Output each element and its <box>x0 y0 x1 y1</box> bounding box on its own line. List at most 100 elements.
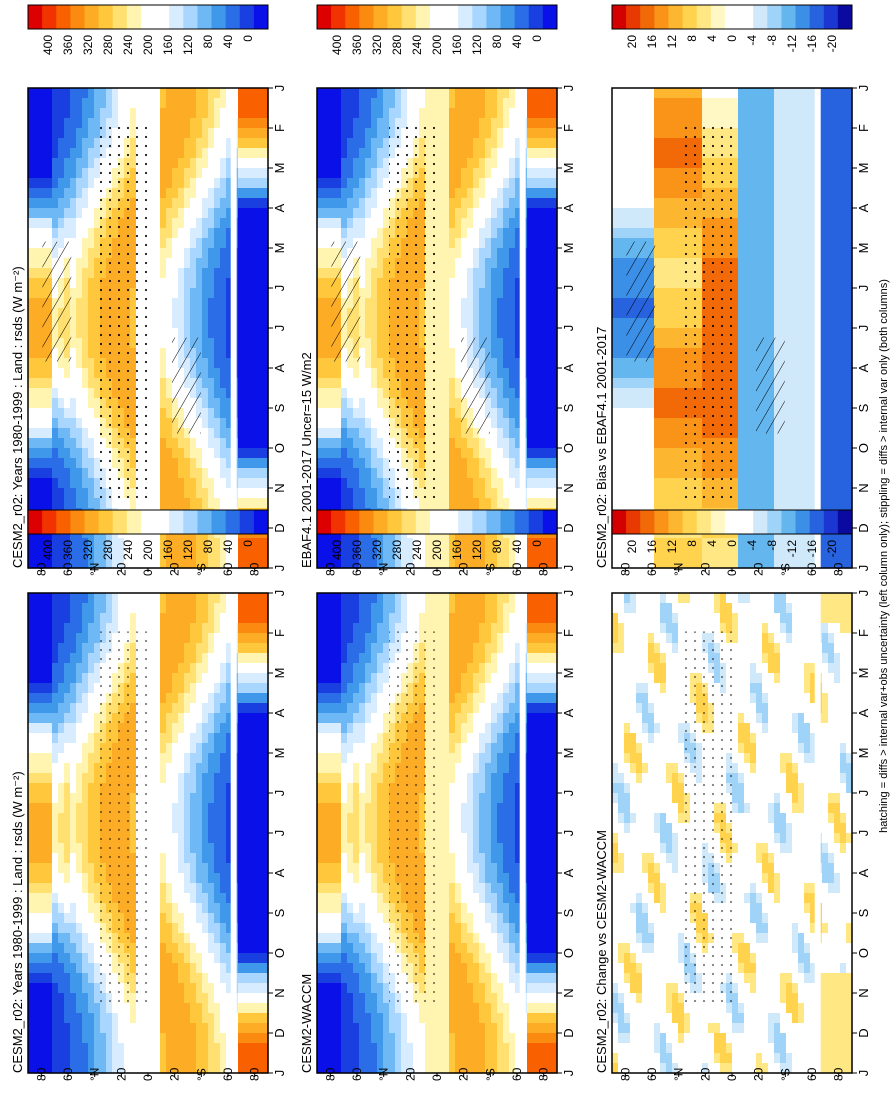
heat-cell <box>533 188 540 199</box>
heat-cell <box>828 298 835 309</box>
heat-cell <box>94 258 101 269</box>
heat-cell <box>768 118 775 129</box>
heat-cell <box>76 398 83 409</box>
x-tick-label: A <box>272 363 287 372</box>
heat-cell <box>256 298 263 309</box>
heat-cell <box>377 558 384 569</box>
heat-cell <box>262 348 269 359</box>
heat-cell <box>672 198 679 209</box>
heat-cell <box>70 228 77 239</box>
heat-cell <box>624 118 631 129</box>
heat-cell <box>34 118 41 129</box>
heat-cell <box>666 298 673 309</box>
heat-cell <box>461 108 468 119</box>
heat-cell <box>238 258 245 269</box>
heat-cell <box>443 248 450 259</box>
heat-cell <box>846 158 853 169</box>
heat-cell <box>798 168 805 179</box>
heat-cell <box>443 558 450 569</box>
heat-cell <box>798 228 805 239</box>
heat-cell <box>82 328 89 339</box>
heat-cell <box>618 318 625 329</box>
heat-cell <box>461 248 468 259</box>
heat-cell <box>461 328 468 339</box>
heat-cell <box>226 248 233 259</box>
heat-cell <box>262 438 269 449</box>
heat-cell <box>118 98 125 109</box>
heat-cell <box>262 468 269 479</box>
heat-cell <box>491 138 498 149</box>
heat-cell <box>335 438 342 449</box>
heat-cell <box>810 218 817 229</box>
heat-cell <box>82 208 89 219</box>
heat-cell <box>395 558 402 569</box>
heat-cell <box>539 498 546 509</box>
heat-cell <box>834 188 841 199</box>
heat-cell <box>497 478 504 489</box>
colorbar-tick-label: 40 <box>221 35 235 49</box>
heat-cell <box>461 458 468 469</box>
heat-cell <box>214 378 221 389</box>
heat-cell <box>732 98 739 109</box>
heat-cell <box>166 238 173 249</box>
heat-cell <box>52 488 59 499</box>
heat-cell <box>792 238 799 249</box>
heat-cell <box>527 538 534 549</box>
heat-cell <box>34 308 41 319</box>
heat-cell <box>786 298 793 309</box>
heat-cell <box>491 358 498 369</box>
heat-cell <box>154 178 161 189</box>
heat-cell <box>666 198 673 209</box>
heat-cell <box>52 428 59 439</box>
heat-cell <box>449 308 456 319</box>
heat-cell <box>798 238 805 249</box>
heat-cell <box>112 118 119 129</box>
heat-cell <box>40 168 47 179</box>
heat-cell <box>491 368 498 379</box>
colorbar-swatch <box>528 5 544 29</box>
heat-cell <box>485 538 492 549</box>
heat-cell <box>473 208 480 219</box>
heat-cell <box>744 168 751 179</box>
heat-cell <box>515 228 522 239</box>
heat-cell <box>46 458 53 469</box>
heat-cell <box>774 88 781 99</box>
heat-cell <box>503 438 510 449</box>
heat-cell <box>70 268 77 279</box>
heat-cell <box>696 98 703 109</box>
heat-cell <box>347 188 354 199</box>
heat-cell <box>377 338 384 349</box>
heat-cell <box>720 98 727 109</box>
colorbar-tick-label: 80 <box>490 35 504 49</box>
heat-cell <box>365 358 372 369</box>
colorbar-tick-label: 400 <box>330 35 344 55</box>
heat-cell <box>154 268 161 279</box>
heat-cell <box>94 298 101 309</box>
heat-cell <box>539 408 546 419</box>
heat-cell <box>545 368 552 379</box>
heat-cell <box>82 188 89 199</box>
heat-cell <box>792 98 799 109</box>
heat-cell <box>654 98 661 109</box>
heat-cell <box>323 118 330 129</box>
heat-cell <box>744 278 751 289</box>
heat-cell <box>660 268 667 279</box>
heat-cell <box>256 278 263 289</box>
heat-cell <box>353 228 360 239</box>
heat-cell <box>678 128 685 139</box>
heat-cell <box>208 398 215 409</box>
heat-cell <box>612 308 619 319</box>
heat-cell <box>750 248 757 259</box>
heat-cell <box>377 488 384 499</box>
heat-cell <box>88 288 95 299</box>
heat-cell <box>58 158 65 169</box>
heat-cell <box>545 158 552 169</box>
heat-cell <box>467 438 474 449</box>
heat-cell <box>94 448 101 459</box>
heat-cell <box>40 418 47 429</box>
heat-cell <box>250 248 257 259</box>
heat-cell <box>329 448 336 459</box>
heat-cell <box>341 438 348 449</box>
heat-cell <box>154 298 161 309</box>
